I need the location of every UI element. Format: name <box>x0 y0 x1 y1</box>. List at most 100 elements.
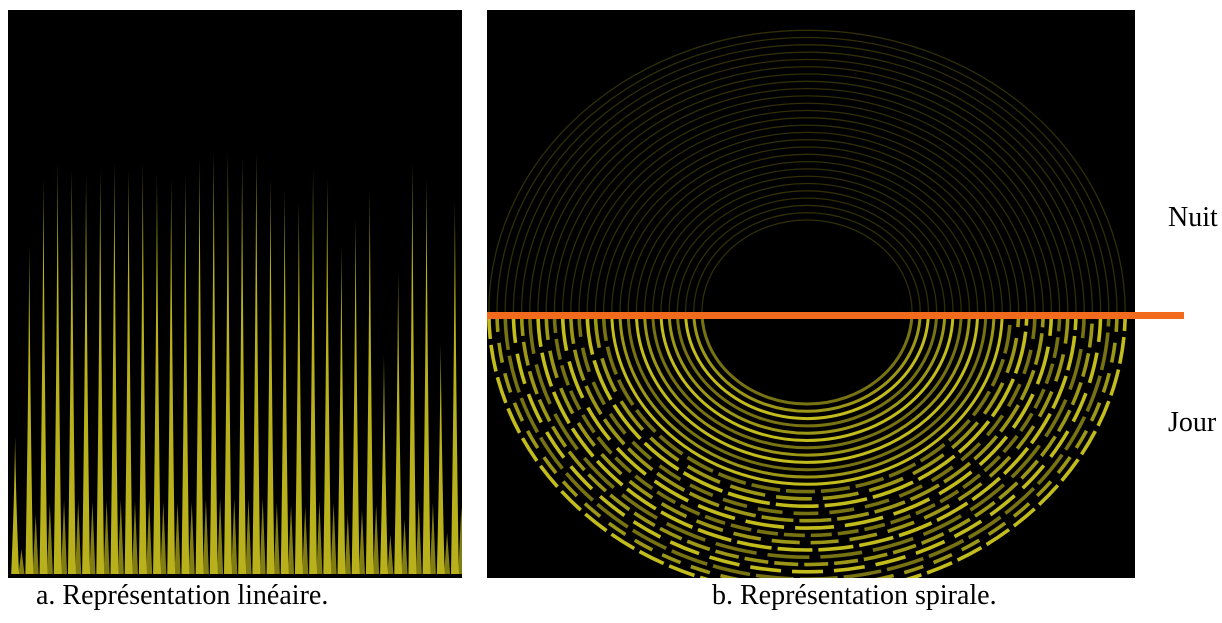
spiral-turn-day <box>675 311 939 428</box>
spiral-turn-night <box>512 51 1102 313</box>
spiral-turn-day <box>511 311 1103 574</box>
spiral-turn-day <box>552 311 1062 538</box>
night-label: Nuit <box>1168 202 1218 233</box>
minor-peak-mark <box>259 498 266 574</box>
spiral-turn-night <box>635 160 979 313</box>
peak-mark <box>39 179 48 574</box>
spiral-turn-day <box>503 311 1111 578</box>
spiral-turn-night <box>520 58 1094 313</box>
minor-peak-mark <box>231 498 238 574</box>
spiral-turn-night <box>561 95 1053 313</box>
spiral-turn-day <box>593 311 1021 501</box>
spiral-turn-day <box>577 311 1037 516</box>
spiral-turn-night <box>660 182 954 313</box>
spiral-turn-night <box>488 29 1126 313</box>
spiral-turn-night <box>668 190 946 313</box>
spiral-turn-night <box>578 109 1036 313</box>
spiral-turn-day <box>684 311 930 421</box>
minor-peak-mark <box>415 500 422 574</box>
peak-mark <box>294 201 303 575</box>
spiral-chart-panel <box>487 10 1135 578</box>
spiral-chart <box>487 29 1127 578</box>
minor-peak-mark <box>429 502 436 574</box>
caption-spiral: b. Représentation spirale. <box>712 580 997 611</box>
spiral-turn-day <box>528 311 1086 560</box>
peak-mark <box>53 163 62 574</box>
peak-mark <box>422 179 431 574</box>
peak-mark <box>110 163 119 574</box>
peak-mark <box>323 179 332 574</box>
peak-mark <box>224 152 232 575</box>
peak-mark <box>25 245 34 574</box>
spiral-turn-night <box>594 124 1020 313</box>
minor-peak-mark <box>32 514 39 574</box>
spiral-turn-day <box>651 311 963 450</box>
minor-peak-mark <box>217 498 224 574</box>
minor-peak-mark <box>344 514 351 574</box>
spiral-turn-day <box>634 311 980 464</box>
spiral-turn-night <box>611 139 1003 313</box>
spiral-turn-day <box>487 311 1127 578</box>
peak-mark <box>252 152 261 575</box>
minor-peak-mark <box>146 500 153 574</box>
minor-peak-mark <box>401 519 408 574</box>
peak-mark <box>351 217 360 575</box>
minor-peak-mark <box>75 501 82 574</box>
minor-peak-mark <box>202 499 209 574</box>
peak-mark <box>124 168 133 575</box>
minor-peak-mark <box>89 501 96 574</box>
spiral-turn-night <box>627 153 987 313</box>
spiral-turn-day <box>560 311 1054 530</box>
minor-peak-mark <box>61 500 68 574</box>
spiral-turn-night <box>652 175 962 313</box>
peak-mark <box>67 168 76 575</box>
peak-mark <box>280 190 289 574</box>
spiral-turn-night <box>602 131 1012 313</box>
minor-peak-mark <box>358 509 365 574</box>
peak-mark <box>380 354 388 574</box>
spiral-turn-night <box>586 117 1028 313</box>
peak-mark <box>96 168 105 575</box>
spiral-turn-day <box>519 311 1095 567</box>
spiral-turn-day <box>659 311 955 442</box>
peak-mark <box>436 343 445 574</box>
spiral-turn-day <box>610 311 1004 486</box>
spiral-turn-day <box>667 311 947 435</box>
spiral-turn-night <box>701 219 913 313</box>
linear-chart-panel <box>8 10 462 578</box>
minor-peak-mark <box>160 501 167 574</box>
spiral-turn-day <box>495 311 1119 578</box>
spiral-turn-day <box>700 311 914 406</box>
linear-chart <box>11 152 462 575</box>
spiral-turn-day <box>692 311 922 413</box>
peak-mark <box>394 272 403 574</box>
spiral-turn-night <box>504 44 1110 313</box>
spiral-turn-day <box>643 311 971 457</box>
minor-peak-mark <box>302 506 309 574</box>
spiral-turn-night <box>619 146 995 313</box>
spiral-turn-day <box>601 311 1013 494</box>
spiral-turn-night <box>545 80 1069 313</box>
minor-peak-mark <box>18 549 25 574</box>
peak-mark <box>181 173 190 574</box>
spiral-turn-day <box>536 311 1078 552</box>
peak-mark <box>82 173 90 574</box>
spiral-turn-night <box>496 36 1118 313</box>
peak-mark <box>138 163 147 574</box>
spiral-turn-night <box>570 102 1044 313</box>
minor-peak-mark <box>387 534 394 574</box>
peak-mark <box>365 190 374 574</box>
day-night-divider <box>487 312 1184 319</box>
peak-mark <box>309 168 317 575</box>
spiral-turn-night <box>676 197 938 313</box>
peak-mark <box>408 163 417 574</box>
minor-peak-mark <box>288 504 295 574</box>
spiral-turn-night <box>553 87 1061 313</box>
minor-peak-mark <box>245 499 252 574</box>
spiral-turn-day <box>569 311 1045 523</box>
minor-peak-mark <box>373 504 380 574</box>
minor-peak-mark <box>131 501 138 574</box>
spiral-turn-night <box>643 168 971 313</box>
minor-peak-mark <box>273 502 280 574</box>
spiral-turn-night <box>693 212 921 313</box>
